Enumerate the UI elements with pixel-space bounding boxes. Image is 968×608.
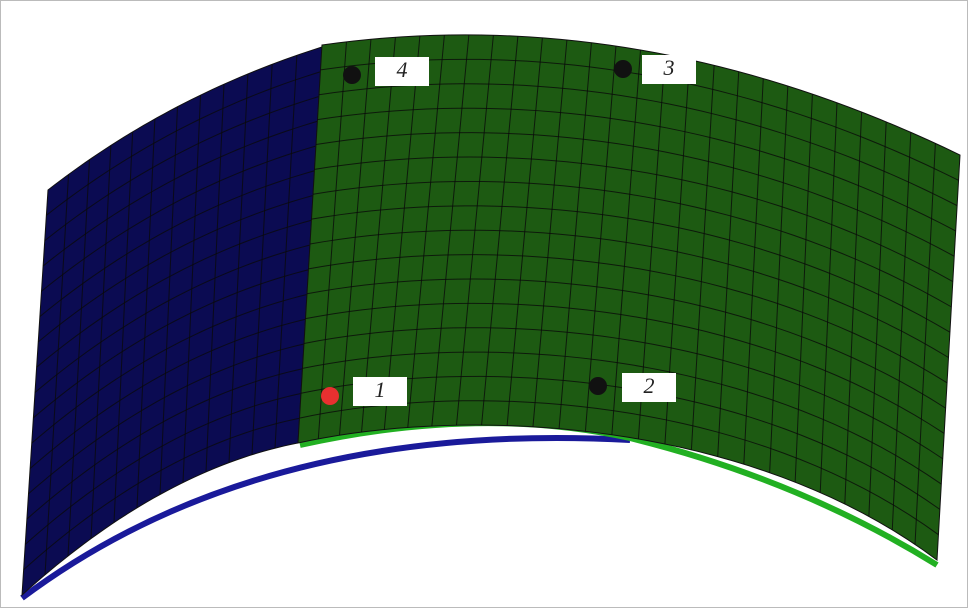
point-dot: [343, 66, 361, 84]
scene: 1 2 3 4: [0, 0, 968, 608]
point-label: 3: [663, 55, 675, 80]
point-dot: [321, 387, 339, 405]
point-dot: [614, 60, 632, 78]
point-label: 2: [644, 373, 655, 398]
point-label: 1: [375, 377, 386, 402]
point-label: 4: [397, 57, 408, 82]
page: 1 2 3 4 (() => { const data = JSON.parse…: [0, 0, 968, 608]
point-dot: [589, 377, 607, 395]
